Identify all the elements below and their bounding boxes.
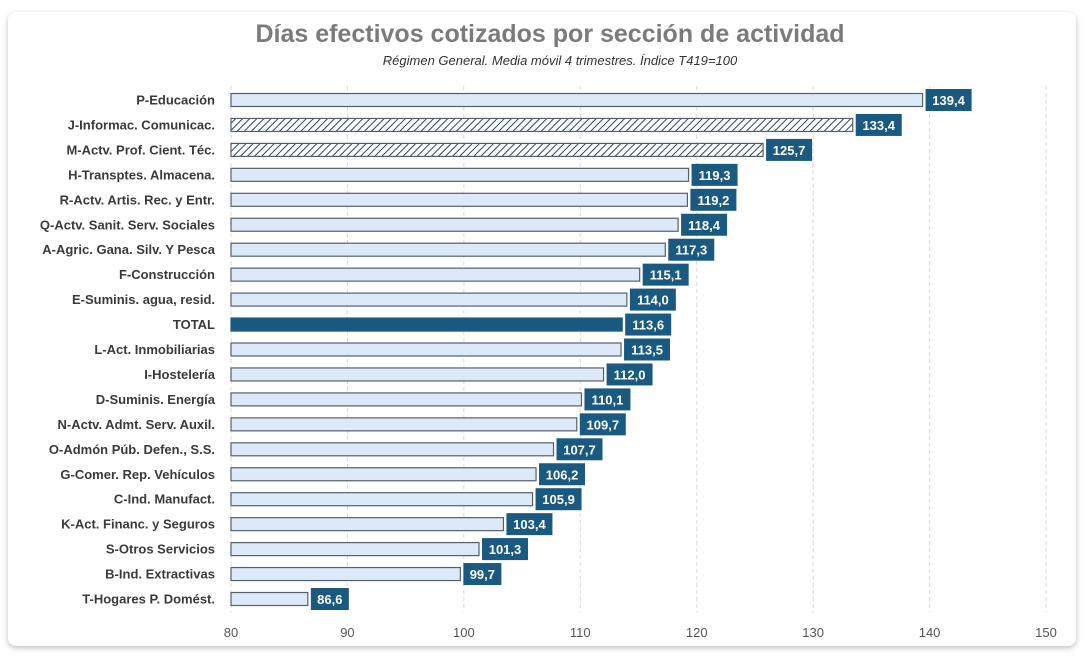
bar	[230, 566, 461, 582]
bar	[230, 142, 764, 157]
bar	[230, 117, 854, 133]
data-label: 110,1	[592, 392, 624, 407]
category-label: O-Admón Púb. Defen., S.S.	[49, 442, 215, 457]
category-label: N-Actv. Admt. Serv. Auxil.	[58, 417, 215, 432]
bar	[230, 467, 537, 482]
x-tick-label: 120	[686, 625, 708, 640]
category-label: TOTAL	[173, 317, 215, 332]
category-label: A-Agric. Gana. Silv. Y Pesca	[42, 242, 215, 257]
data-label-box	[624, 338, 671, 361]
category-label: B-Ind. Extractivas	[105, 567, 215, 582]
chart-subtitle: Régimen General. Media móvil 4 trimestre…	[382, 53, 738, 68]
data-label: 109,7	[587, 417, 620, 432]
bar	[230, 591, 309, 607]
bar	[230, 442, 555, 457]
data-label: 86,6	[317, 592, 342, 607]
data-label-box	[642, 263, 689, 286]
x-tick-label: 150	[1035, 625, 1057, 640]
x-tick-label: 100	[453, 625, 475, 640]
category-label: I-Hostelería	[144, 367, 216, 382]
category-label: S-Otros Servicios	[106, 542, 215, 557]
category-label: Q-Actv. Sanit. Serv. Sociales	[40, 217, 215, 232]
bar	[230, 417, 578, 432]
bar	[230, 317, 623, 332]
category-label: K-Act. Financ. y Seguros	[61, 517, 215, 532]
category-label: L-Act. Inmobiliarias	[94, 342, 215, 357]
data-label: 118,4	[688, 218, 721, 233]
bar	[230, 92, 924, 108]
x-tick-label: 110	[570, 625, 591, 640]
data-label: 125,7	[773, 143, 806, 158]
data-label: 117,3	[675, 243, 707, 258]
data-label-box	[681, 213, 728, 236]
data-label-box	[579, 413, 626, 436]
category-label: R-Actv. Artis. Rec. y Entr.	[60, 192, 215, 207]
data-label-box	[584, 388, 631, 411]
category-label: H-Transptes. Almacena.	[68, 167, 215, 182]
data-label: 133,4	[862, 118, 895, 133]
data-label-box	[539, 463, 586, 486]
category-label: C-Ind. Manufact.	[114, 492, 215, 507]
category-label: F-Construcción	[119, 267, 215, 282]
data-label-box	[668, 238, 715, 261]
data-label-box	[310, 588, 349, 610]
chart-title: Días efectivos cotizados por sección de …	[255, 20, 845, 48]
data-label-box	[463, 563, 502, 586]
data-label-box	[629, 288, 676, 311]
bar	[230, 292, 628, 307]
data-label: 113,5	[631, 343, 663, 358]
x-tick-label: 80	[224, 625, 238, 640]
data-label: 114,0	[637, 293, 669, 308]
data-label: 119,2	[697, 193, 729, 208]
data-label-box	[535, 488, 582, 511]
x-tick-label: 140	[919, 625, 941, 640]
data-label-box	[925, 89, 972, 111]
data-label: 107,7	[563, 442, 596, 457]
bar	[230, 342, 622, 357]
category-label: T-Hogares P. Domést.	[82, 592, 215, 607]
data-label: 113,6	[632, 318, 664, 333]
category-label: E-Suminis. agua, resid.	[72, 292, 215, 307]
category-label: D-Suminis. Energía	[96, 392, 216, 407]
data-label: 139,4	[932, 93, 965, 108]
bar	[230, 267, 641, 282]
category-label: M-Actv. Prof. Cient. Téc.	[66, 142, 215, 157]
x-tick-label: 130	[802, 625, 824, 640]
data-label: 115,1	[650, 268, 682, 283]
data-label-box	[625, 313, 672, 336]
bar	[230, 367, 605, 382]
data-label-box	[606, 363, 653, 386]
data-label-box	[481, 538, 528, 561]
data-label: 103,4	[513, 517, 546, 532]
x-tick-label: 90	[340, 625, 354, 640]
data-label-box	[556, 438, 603, 461]
bar	[230, 541, 480, 557]
bar	[230, 217, 679, 232]
data-label-box	[690, 188, 737, 211]
bar	[230, 242, 666, 257]
bar	[230, 517, 505, 532]
data-label: 106,2	[546, 467, 579, 482]
bar	[230, 167, 690, 182]
data-label-box	[506, 513, 553, 536]
bar	[230, 192, 688, 207]
data-label: 119,3	[699, 168, 731, 183]
data-label-box	[855, 113, 902, 136]
bar	[230, 492, 534, 507]
data-label: 112,0	[614, 367, 646, 382]
category-label: G-Comer. Rep. Vehículos	[60, 467, 215, 482]
data-label: 101,3	[489, 542, 522, 557]
data-label-box	[691, 163, 738, 186]
data-label: 99,7	[470, 567, 495, 582]
data-label-box	[766, 138, 813, 161]
category-label: P-Educación	[136, 93, 215, 108]
data-label: 105,9	[542, 492, 575, 507]
bar	[230, 392, 583, 407]
category-label: J-Informac. Comunicac.	[68, 117, 215, 132]
